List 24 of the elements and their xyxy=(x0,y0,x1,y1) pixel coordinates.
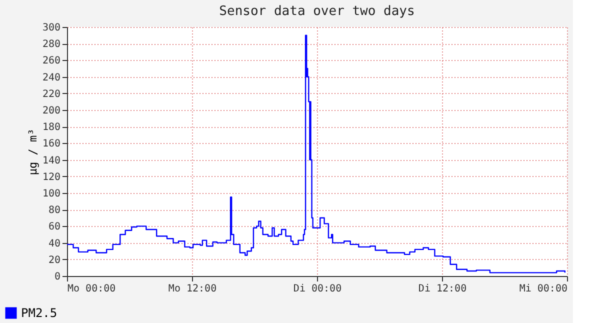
y-tick-label: 60 xyxy=(48,222,60,233)
y-tick-label: 260 xyxy=(42,56,60,67)
y-tick-label: 240 xyxy=(42,72,60,84)
x-tick-label: Di 12:00 xyxy=(418,284,467,294)
y-tick-label: 220 xyxy=(42,88,60,100)
x-tick-label: Mo 12:00 xyxy=(168,284,217,294)
x-tick-label: Di 00:00 xyxy=(293,284,342,294)
y-tick-label: 40 xyxy=(48,238,60,250)
y-tick-label: 20 xyxy=(48,254,60,266)
y-tick-label: 140 xyxy=(42,155,60,166)
y-tick-label: 280 xyxy=(42,39,60,50)
chart-title: Sensor data over two days xyxy=(219,4,415,19)
y-tick-label: 180 xyxy=(42,122,60,134)
x-tick-label: Mi 00:00 xyxy=(519,284,568,294)
x-tick-label: Mo 00:00 xyxy=(68,284,116,294)
y-tick-label: 300 xyxy=(42,22,60,34)
y-tick-label: 160 xyxy=(42,138,60,150)
y-tick-label: 80 xyxy=(48,205,60,216)
y-tick-label: 100 xyxy=(42,188,60,200)
y-tick-label: 0 xyxy=(54,272,60,282)
y-tick-label: 200 xyxy=(42,106,60,116)
y-axis-title: µg / m³ xyxy=(26,128,40,176)
legend-label: PM2.5 xyxy=(21,306,58,320)
y-tick-label: 120 xyxy=(42,172,60,183)
